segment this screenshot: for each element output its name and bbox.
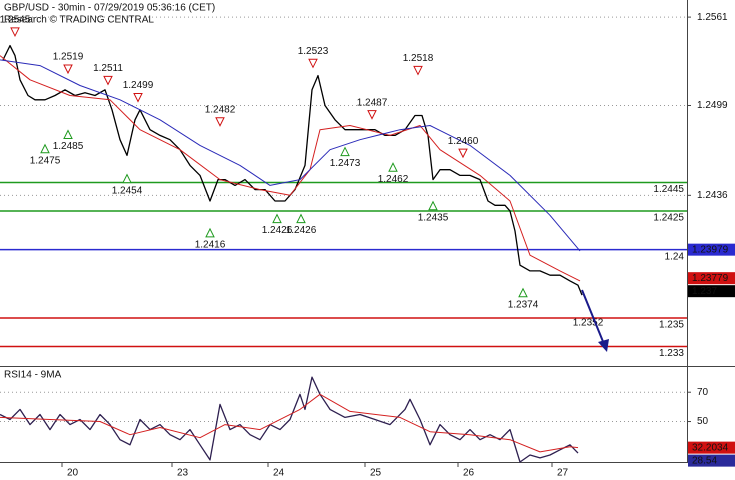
high-marker [413, 65, 423, 76]
high-marker [63, 64, 73, 75]
low-marker [272, 213, 282, 224]
high-label: 1.2519 [53, 52, 84, 63]
level-label: 1.235 [659, 320, 684, 331]
series-line [0, 55, 581, 282]
low-label: 1.2426 [286, 225, 317, 236]
low-label: 1.2374 [508, 299, 539, 310]
high-label: 1.2523 [298, 46, 329, 57]
y-tick-label: 1.2436 [697, 190, 728, 201]
low-label: 1.2435 [418, 212, 449, 223]
forecast-arrow [581, 289, 609, 352]
high-label: 1.2545 [0, 15, 31, 26]
high-marker [308, 58, 318, 69]
x-tick-label: 27 [557, 468, 569, 479]
level-value-box [688, 243, 735, 256]
x-tick-label: 24 [273, 468, 285, 479]
last-value-label: 28.54 [692, 455, 717, 466]
high-label: 1.2499 [123, 80, 154, 91]
low-marker [40, 143, 50, 154]
arrow-head [598, 339, 609, 352]
chart-title: GBP/USD - 30min - 07/29/2019 05:36:16 (C… [4, 3, 215, 14]
high-marker [103, 75, 113, 86]
x-tick-label: 23 [177, 468, 189, 479]
series-line [2, 44, 583, 296]
low-marker [518, 287, 528, 298]
last-value-label: 32.2034 [692, 442, 729, 453]
low-marker [428, 200, 438, 211]
chart-subtitle: Research © TRADING CENTRAL [4, 15, 154, 26]
high-marker [133, 93, 143, 103]
low-label: 1.2426 [262, 225, 293, 236]
high-label: 1.2518 [403, 53, 434, 64]
series-line [0, 59, 581, 252]
level-value-label: 1.23979 [692, 244, 729, 255]
series-line [0, 393, 579, 453]
x-tick-label: 25 [370, 468, 382, 479]
high-marker [367, 110, 377, 120]
low-marker [122, 173, 132, 184]
low-marker [296, 213, 306, 224]
x-tick-label: 20 [67, 468, 79, 479]
target-label: 1.2352 [573, 318, 604, 329]
y-tick-label: 1.2561 [697, 12, 728, 23]
series-line [0, 376, 579, 463]
rsi-title: RSI14 - 9MA [4, 370, 62, 381]
low-marker [340, 146, 350, 157]
low-label: 1.2475 [30, 155, 61, 166]
last-value-label: 1.23779 [692, 273, 729, 284]
high-label: 1.2487 [357, 97, 388, 108]
low-marker [205, 227, 215, 238]
high-marker [10, 27, 20, 38]
level-label: 1.2445 [653, 184, 684, 195]
low-label: 1.2454 [112, 185, 143, 196]
high-label: 1.2482 [205, 104, 236, 115]
x-tick-label: 26 [463, 468, 475, 479]
high-label: 1.2460 [448, 136, 479, 147]
last-value-box [688, 285, 735, 298]
low-marker [388, 162, 398, 172]
level-label: 1.233 [659, 348, 684, 359]
low-label: 1.2485 [53, 141, 84, 152]
high-label: 1.2511 [93, 63, 123, 74]
high-marker [215, 117, 225, 127]
level-label: 1.2425 [653, 213, 684, 224]
arrow-shaft [581, 289, 605, 345]
y-tick-label: 70 [697, 387, 709, 398]
low-label: 1.2416 [195, 239, 226, 250]
last-value-box [688, 272, 735, 285]
low-label: 1.2473 [330, 158, 361, 169]
level-label: 1.24 [665, 251, 685, 262]
low-marker [63, 129, 73, 139]
y-tick-label: 1.2499 [697, 100, 728, 111]
last-value-box [688, 454, 735, 467]
high-marker [458, 148, 468, 159]
low-label: 1.2462 [378, 174, 409, 185]
last-value-box [688, 441, 735, 454]
last-value-label: 1.237 [692, 286, 717, 297]
y-tick-label: 50 [697, 416, 709, 427]
